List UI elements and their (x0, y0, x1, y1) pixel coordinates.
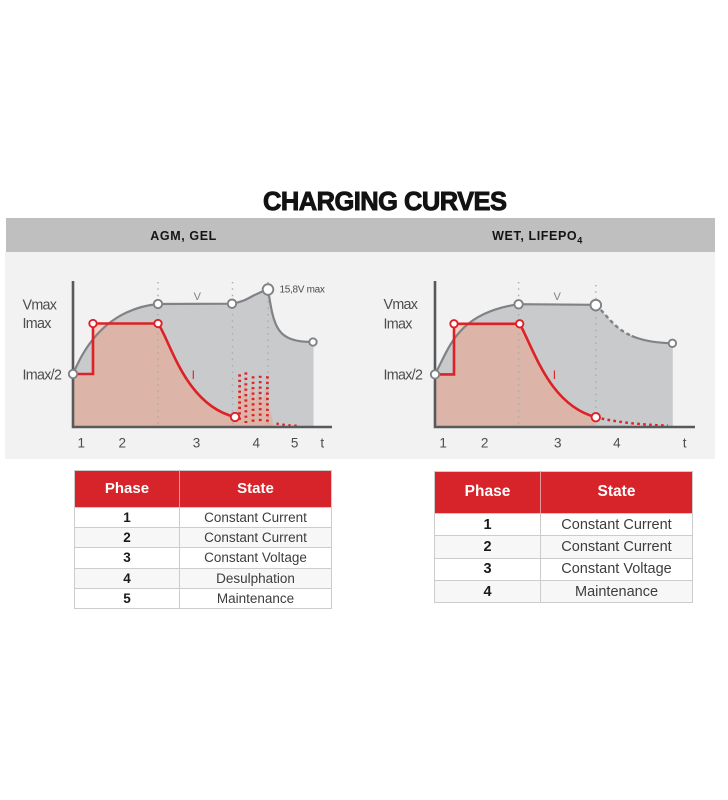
svg-text:Vmax: Vmax (23, 298, 57, 314)
svg-text:2: 2 (481, 436, 489, 451)
svg-text:I: I (192, 368, 195, 382)
svg-text:Imax/2: Imax/2 (23, 368, 62, 384)
svg-text:Imax: Imax (23, 316, 52, 332)
svg-text:4: 4 (252, 436, 260, 451)
svg-text:2: 2 (119, 436, 127, 451)
svg-text:Imax: Imax (384, 317, 413, 333)
svg-text:t: t (683, 436, 687, 451)
svg-text:V: V (194, 291, 202, 303)
svg-text:3: 3 (193, 436, 201, 451)
svg-text:t: t (320, 436, 324, 451)
svg-text:1: 1 (77, 436, 85, 451)
svg-text:V: V (554, 291, 562, 303)
svg-text:Imax/2: Imax/2 (384, 368, 423, 384)
svg-text:15,8V max: 15,8V max (280, 285, 325, 296)
svg-text:I: I (553, 368, 556, 382)
svg-text:5: 5 (291, 436, 299, 451)
svg-text:3: 3 (554, 436, 562, 451)
svg-text:1: 1 (439, 436, 447, 451)
svg-text:Vmax: Vmax (384, 297, 418, 313)
svg-text:4: 4 (613, 436, 621, 451)
